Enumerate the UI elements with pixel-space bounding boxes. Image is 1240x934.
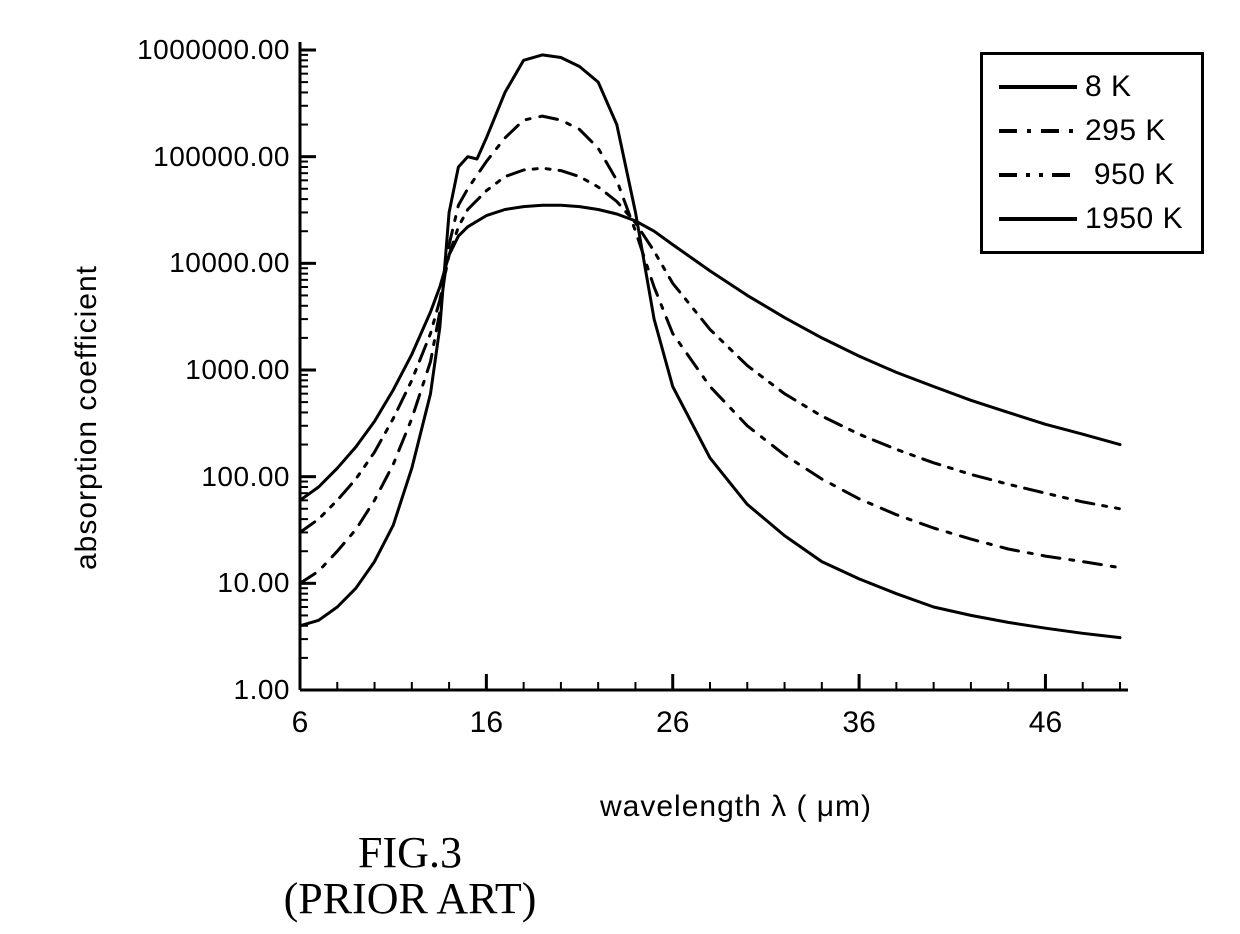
series-950-K — [300, 168, 1120, 532]
page-root: absorption coefficient 1.0010.00100.0010… — [0, 0, 1240, 934]
series-8-K — [300, 55, 1120, 638]
chart-svg — [0, 0, 1240, 934]
